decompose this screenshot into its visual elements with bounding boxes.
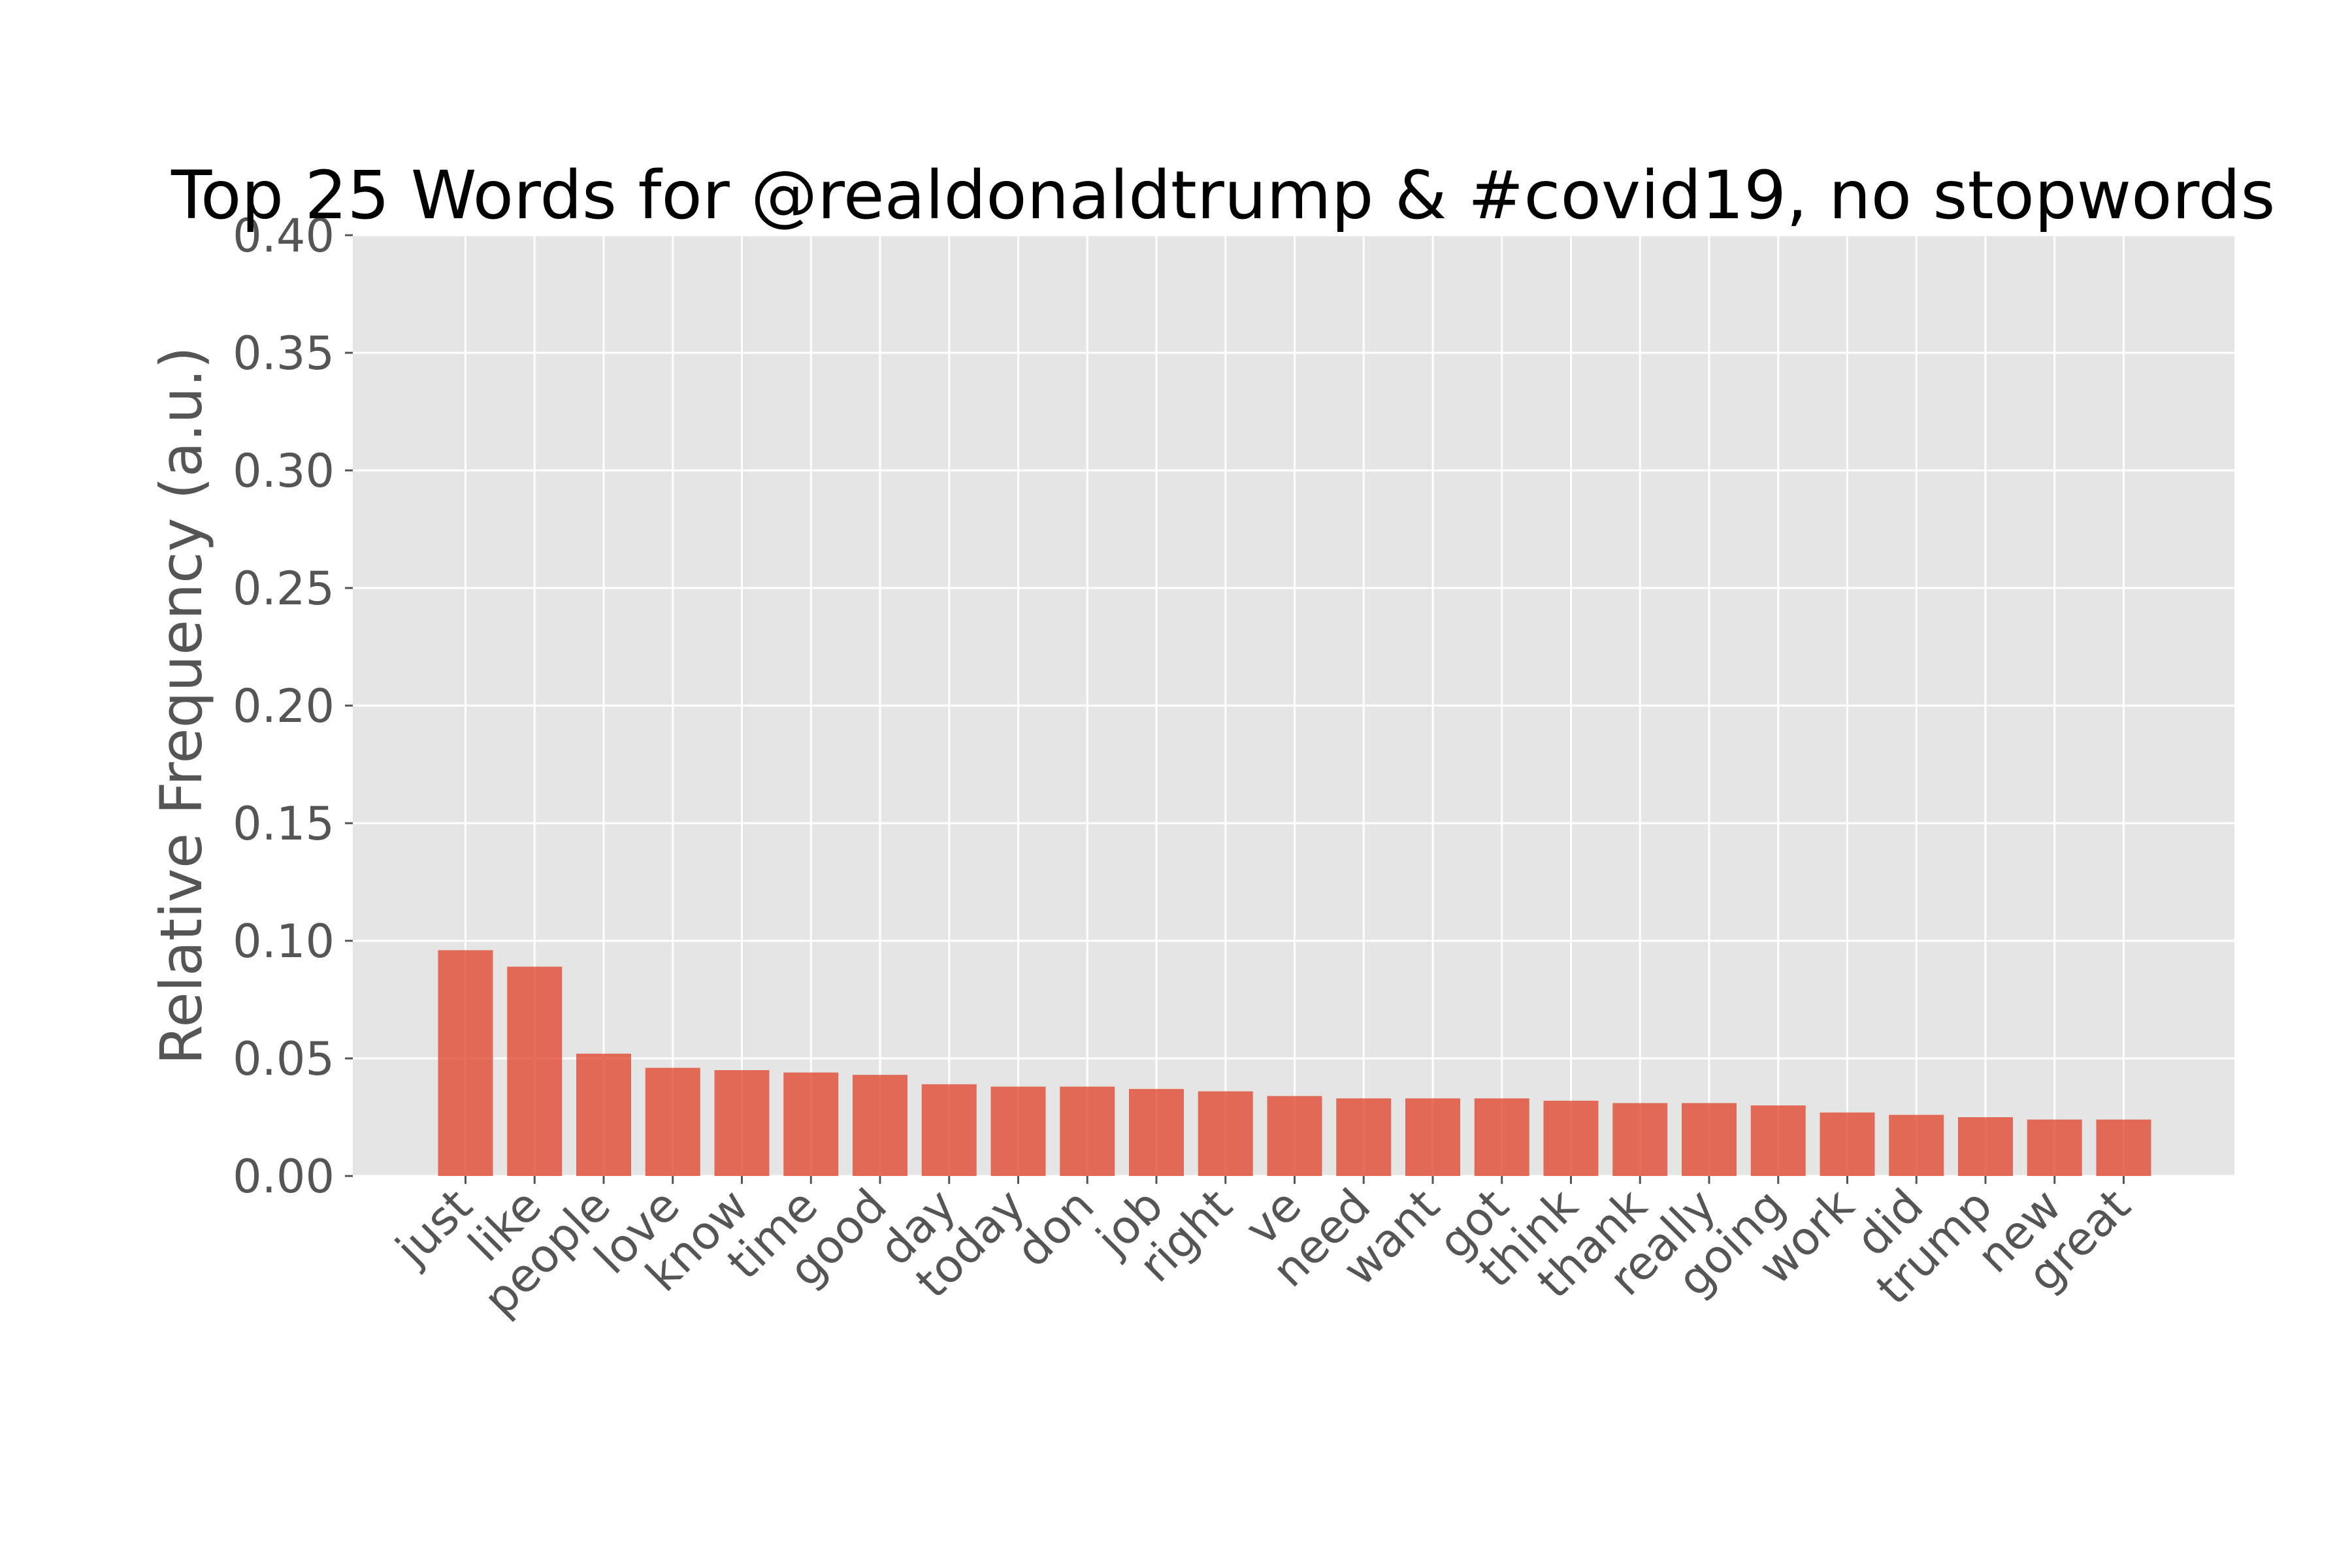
bar-thank [1612, 1103, 1668, 1176]
y-tick-label: 0.15 [233, 797, 335, 851]
bar-right [1198, 1091, 1253, 1176]
bar-job [1129, 1088, 1184, 1176]
bar-going [1750, 1105, 1806, 1176]
bar-time [783, 1072, 839, 1176]
bar-day [921, 1084, 977, 1176]
bar-really [1682, 1103, 1737, 1176]
bar-don [1060, 1086, 1115, 1176]
y-tick-label: 0.25 [233, 562, 335, 615]
bar-like [507, 966, 563, 1176]
bar-trump [1958, 1117, 2013, 1176]
bar-people [576, 1053, 631, 1176]
bar-got [1474, 1098, 1529, 1176]
y-tick-label: 0.00 [233, 1150, 335, 1203]
bar-love [645, 1068, 700, 1176]
bar-great [2096, 1119, 2151, 1176]
bar-just [438, 950, 493, 1176]
bar-know [714, 1070, 770, 1176]
bar-think [1543, 1100, 1599, 1176]
bar-new [2027, 1119, 2082, 1176]
y-axis-label: Relative Frequency (a.u.) [148, 346, 215, 1065]
y-tick-label: 0.10 [233, 915, 335, 968]
y-tick-label: 0.30 [233, 444, 335, 498]
y-tick-label: 0.40 [233, 209, 335, 263]
y-tick-label: 0.35 [233, 327, 335, 380]
bar-work [1820, 1112, 1875, 1176]
bars [438, 950, 2151, 1176]
chart-title: Top 25 Words for @realdonaldtrump & #cov… [171, 157, 2276, 235]
y-tick-label: 0.20 [233, 679, 335, 733]
bar-today [990, 1086, 1046, 1176]
bar-good [853, 1075, 907, 1176]
y-tick-label: 0.05 [233, 1032, 335, 1086]
bar-ve [1267, 1096, 1322, 1176]
bar-need [1336, 1098, 1392, 1176]
bar-want [1405, 1098, 1460, 1176]
bar-did [1889, 1115, 1944, 1176]
